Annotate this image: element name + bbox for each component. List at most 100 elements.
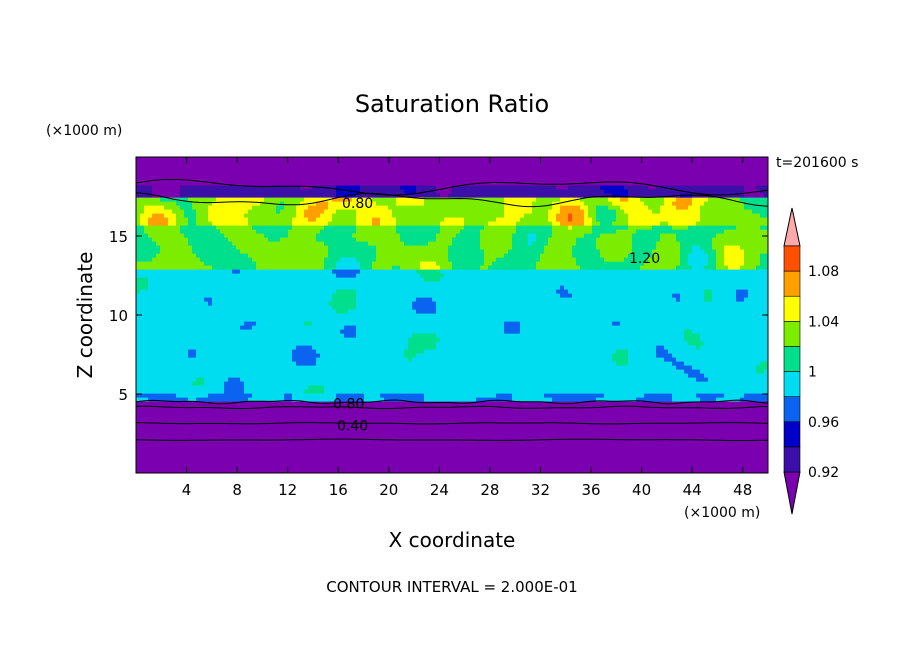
field-cell: [588, 209, 597, 214]
field-cell: [436, 345, 657, 350]
field-cell: [596, 217, 617, 222]
field-cell: [268, 237, 281, 242]
field-cell: [504, 253, 541, 258]
field-cell: [184, 209, 197, 214]
field-cell: [212, 201, 261, 206]
field-cell: [308, 205, 329, 210]
field-cell: [724, 257, 745, 262]
field-cell: [248, 217, 293, 222]
field-cell: [316, 201, 329, 206]
field-cell: [536, 197, 561, 202]
field-cell: [648, 185, 657, 190]
field-cell: [572, 245, 597, 250]
field-cell: [496, 217, 521, 222]
field-cell: [328, 253, 377, 258]
field-cell: [560, 205, 581, 210]
field-cell: [280, 201, 285, 206]
field-cell: [324, 389, 768, 394]
field-cell: [624, 185, 649, 190]
field-cell: [280, 209, 297, 214]
x-axis-label: X coordinate: [389, 528, 516, 552]
field-cell: [700, 397, 717, 402]
field-cell: [196, 213, 209, 218]
field-cell: [244, 213, 297, 218]
colorbar-min-extension: [783, 471, 801, 515]
contour-label: 0.80: [342, 196, 373, 212]
field-cell: [304, 321, 313, 326]
field-cell: [748, 293, 768, 298]
field-cell: [180, 225, 217, 230]
contour-line: [136, 399, 768, 405]
field-cell: [336, 189, 361, 194]
field-cell: [436, 185, 453, 190]
field-cell: [376, 249, 449, 254]
field-cell: [136, 373, 689, 378]
field-cell: [136, 197, 161, 202]
field-cell: [632, 249, 653, 254]
field-cell: [360, 185, 401, 190]
field-cell: [532, 241, 549, 246]
field-cell: [672, 225, 689, 230]
field-cell: [136, 273, 337, 278]
field-cell: [560, 209, 585, 214]
field-cell: [316, 357, 409, 362]
field-cell: [552, 229, 593, 234]
field-cell: [744, 205, 768, 210]
field-cell: [668, 221, 697, 226]
field-cell: [572, 253, 601, 258]
colorbar-band: [783, 396, 801, 423]
field-cell: [156, 241, 189, 246]
field-cell: [764, 193, 768, 198]
field-cell: [504, 209, 533, 214]
field-cell: [448, 245, 481, 250]
field-cell: [672, 397, 701, 402]
field-cell: [580, 197, 609, 202]
field-cell: [628, 221, 661, 226]
field-cell: [568, 185, 601, 190]
field-cell: [620, 321, 768, 326]
field-cell: [672, 361, 685, 366]
y-tick-label: 10: [109, 307, 128, 325]
field-cell: [628, 253, 653, 258]
field-cell: [196, 209, 209, 214]
x-tick-label: 44: [683, 481, 702, 499]
field-cell: [628, 361, 673, 366]
field-cell: [404, 349, 425, 354]
field-cell: [492, 261, 537, 266]
field-cell: [652, 249, 681, 254]
field-cell: [328, 221, 357, 226]
field-cell: [136, 445, 768, 450]
field-cell: [548, 209, 561, 214]
field-cell: [596, 241, 633, 246]
field-cell: [136, 181, 768, 186]
field-cell: [408, 341, 437, 346]
field-cell: [568, 289, 705, 294]
field-cell: [680, 257, 689, 262]
field-cell: [392, 213, 505, 218]
field-cell: [188, 353, 197, 358]
field-cell: [136, 177, 768, 182]
field-cell: [264, 233, 289, 238]
field-cell: [192, 205, 209, 210]
field-cell: [136, 397, 149, 402]
y-axis-label: Z coordinate: [73, 252, 97, 379]
field-cell: [152, 237, 189, 242]
field-cell: [388, 205, 505, 210]
x-tick-label: 28: [480, 481, 499, 499]
field-cell: [628, 349, 657, 354]
field-cell: [256, 261, 325, 266]
field-cell: [376, 201, 397, 206]
field-cell: [692, 265, 705, 270]
field-cell: [608, 197, 621, 202]
field-cell: [700, 333, 768, 338]
field-cell: [244, 381, 768, 386]
field-cell: [136, 425, 768, 430]
field-cell: [416, 353, 613, 358]
field-cell: [688, 257, 709, 262]
field-cell: [320, 353, 405, 358]
field-cell: [684, 333, 701, 338]
field-cell: [376, 257, 449, 262]
field-cell: [332, 197, 353, 202]
field-cell: [676, 237, 713, 242]
